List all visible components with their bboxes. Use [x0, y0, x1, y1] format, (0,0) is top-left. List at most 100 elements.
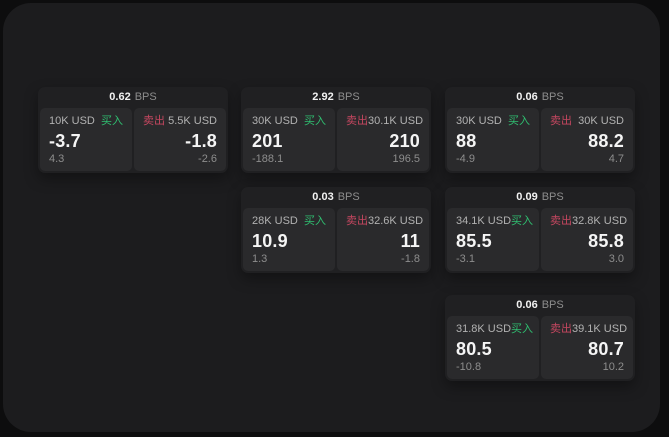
- buy-amount: 30K USD: [456, 115, 502, 127]
- sell-button[interactable]: 卖出: [346, 115, 368, 127]
- buy-panel[interactable]: 28K USD 买入 10.9 1.3: [243, 208, 335, 271]
- sell-price: 85.8: [588, 230, 624, 251]
- spread-value: 2.92: [312, 91, 334, 103]
- quote-card: 0.09 BPS 34.1K USD 买入 85.5 -3.1 卖出 32.8K…: [445, 187, 635, 273]
- sell-sub-value: 4.7: [608, 153, 624, 165]
- buy-panel[interactable]: 30K USD 买入 201 -188.1: [243, 108, 335, 171]
- spread-value: 0.09: [516, 191, 538, 203]
- sell-price: 88.2: [588, 130, 624, 151]
- buy-panel-top: 28K USD 买入: [252, 216, 326, 227]
- sell-price: 80.7: [588, 338, 624, 359]
- buy-sub-value: -3.1: [456, 253, 475, 265]
- card-body: 28K USD 买入 10.9 1.3 卖出 32.6K USD 11 -1.8: [241, 208, 431, 273]
- buy-price: 85.5: [456, 230, 492, 251]
- sell-sub-value: 10.2: [602, 361, 624, 373]
- buy-panel[interactable]: 10K USD 买入 -3.7 4.3: [40, 108, 132, 171]
- sell-button[interactable]: 卖出: [550, 115, 572, 127]
- sell-amount: 39.1K USD: [572, 323, 628, 335]
- card-body: 10K USD 买入 -3.7 4.3 卖出 5.5K USD -1.8 -2.…: [38, 108, 228, 173]
- card-body: 30K USD 买入 88 -4.9 卖出 30K USD 88.2 4.7: [445, 108, 635, 173]
- sell-panel[interactable]: 卖出 32.6K USD 11 -1.8: [337, 208, 429, 271]
- sell-panel-top: 卖出 32.6K USD: [346, 215, 423, 227]
- buy-panel[interactable]: 30K USD 买入 88 -4.9: [447, 108, 539, 171]
- buy-amount: 30K USD: [252, 115, 298, 127]
- sell-panel[interactable]: 卖出 39.1K USD 80.7 10.2: [541, 316, 633, 379]
- buy-amount: 28K USD: [252, 215, 298, 227]
- bps-unit: BPS: [541, 91, 564, 103]
- buy-price: 88: [456, 130, 477, 151]
- spread-header: 0.06 BPS: [445, 87, 635, 108]
- card-body: 31.8K USD 买入 80.5 -10.8 卖出 39.1K USD 80.…: [445, 316, 635, 381]
- sell-panel[interactable]: 卖出 30K USD 88.2 4.7: [541, 108, 633, 171]
- buy-button[interactable]: 买入: [508, 115, 530, 127]
- sell-amount: 30K USD: [578, 115, 624, 127]
- sell-panel-top: 卖出 30K USD: [550, 116, 624, 127]
- spread-value: 0.06: [516, 299, 538, 311]
- spread-header: 0.62 BPS: [38, 87, 228, 108]
- sell-button[interactable]: 卖出: [143, 115, 165, 127]
- spread-value: 0.03: [312, 191, 334, 203]
- sell-price: 210: [389, 130, 420, 151]
- bps-unit: BPS: [541, 191, 564, 203]
- sell-panel-top: 卖出 5.5K USD: [143, 116, 217, 127]
- buy-button[interactable]: 买入: [304, 215, 326, 227]
- buy-panel[interactable]: 31.8K USD 买入 80.5 -10.8: [447, 316, 539, 379]
- sell-panel-top: 卖出 32.8K USD: [550, 215, 628, 227]
- buy-button[interactable]: 买入: [511, 323, 534, 335]
- buy-amount: 10K USD: [49, 115, 95, 127]
- sell-panel-top: 卖出 39.1K USD: [550, 323, 628, 335]
- buy-sub-value: -4.9: [456, 153, 475, 165]
- buy-sub-value: -188.1: [252, 153, 284, 165]
- buy-price: 80.5: [456, 338, 492, 359]
- sell-sub-value: -2.6: [198, 153, 217, 165]
- quote-card: 0.62 BPS 10K USD 买入 -3.7 4.3 卖出 5.5K USD…: [38, 87, 228, 173]
- spread-header: 2.92 BPS: [241, 87, 431, 108]
- card-body: 34.1K USD 买入 85.5 -3.1 卖出 32.8K USD 85.8…: [445, 208, 635, 273]
- spread-value: 0.62: [109, 91, 131, 103]
- sell-price: -1.8: [185, 130, 217, 151]
- quote-card: 0.06 BPS 30K USD 买入 88 -4.9 卖出 30K USD 8…: [445, 87, 635, 173]
- sell-panel[interactable]: 卖出 32.8K USD 85.8 3.0: [541, 208, 633, 271]
- buy-sub-value: -10.8: [456, 361, 482, 373]
- sell-panel[interactable]: 卖出 5.5K USD -1.8 -2.6: [134, 108, 226, 171]
- sell-amount: 30.1K USD: [368, 115, 424, 127]
- sell-button[interactable]: 卖出: [550, 323, 572, 335]
- buy-amount: 34.1K USD: [456, 215, 512, 227]
- spread-header: 0.03 BPS: [241, 187, 431, 208]
- sell-panel[interactable]: 卖出 30.1K USD 210 196.5: [337, 108, 429, 171]
- bps-unit: BPS: [541, 299, 564, 311]
- buy-amount: 31.8K USD: [456, 323, 512, 335]
- card-body: 30K USD 买入 201 -188.1 卖出 30.1K USD 210 1…: [241, 108, 431, 173]
- buy-panel[interactable]: 34.1K USD 买入 85.5 -3.1: [447, 208, 539, 271]
- bps-unit: BPS: [134, 91, 157, 103]
- sell-sub-value: -1.8: [401, 253, 420, 265]
- buy-button[interactable]: 买入: [511, 215, 534, 227]
- buy-panel-top: 34.1K USD 买入: [456, 215, 534, 227]
- bps-unit: BPS: [337, 91, 360, 103]
- quote-card: 0.03 BPS 28K USD 买入 10.9 1.3 卖出 32.6K US…: [241, 187, 431, 273]
- sell-panel-top: 卖出 30.1K USD: [346, 115, 424, 127]
- buy-price: -3.7: [49, 130, 81, 151]
- sell-button[interactable]: 卖出: [346, 215, 368, 227]
- bps-unit: BPS: [337, 191, 360, 203]
- sell-amount: 32.8K USD: [572, 215, 628, 227]
- buy-panel-top: 31.8K USD 买入: [456, 323, 534, 335]
- buy-price: 10.9: [252, 230, 288, 251]
- spread-header: 0.06 BPS: [445, 295, 635, 316]
- spread-value: 0.06: [516, 91, 538, 103]
- buy-button[interactable]: 买入: [101, 115, 123, 127]
- sell-price: 11: [400, 230, 420, 251]
- sell-sub-value: 3.0: [608, 253, 624, 265]
- buy-panel-top: 10K USD 买入: [49, 116, 123, 127]
- sell-sub-value: 196.5: [392, 153, 420, 165]
- sell-amount: 5.5K USD: [168, 115, 217, 127]
- buy-panel-top: 30K USD 买入: [252, 116, 326, 127]
- buy-panel-top: 30K USD 买入: [456, 116, 530, 127]
- buy-sub-value: 1.3: [252, 253, 268, 265]
- quote-card: 2.92 BPS 30K USD 买入 201 -188.1 卖出 30.1K …: [241, 87, 431, 173]
- buy-sub-value: 4.3: [49, 153, 65, 165]
- buy-button[interactable]: 买入: [304, 115, 326, 127]
- spread-header: 0.09 BPS: [445, 187, 635, 208]
- sell-button[interactable]: 卖出: [550, 215, 572, 227]
- quote-card: 0.06 BPS 31.8K USD 买入 80.5 -10.8 卖出 39.1…: [445, 295, 635, 381]
